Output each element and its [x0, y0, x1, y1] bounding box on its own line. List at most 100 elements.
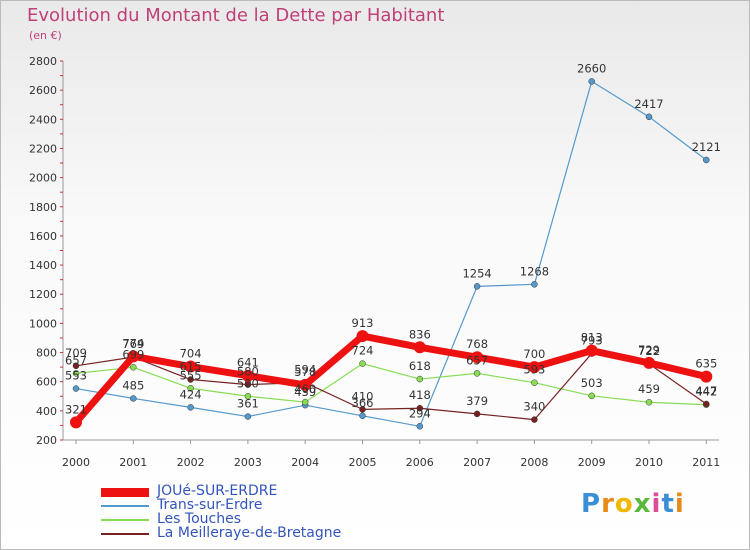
- data-point: [72, 362, 80, 370]
- chart-lines: [70, 78, 713, 430]
- x-tick-label: 2004: [291, 456, 319, 469]
- data-point: [531, 416, 538, 423]
- data-point: [127, 350, 140, 363]
- data-label: 340: [523, 400, 545, 414]
- data-label: 657: [466, 353, 488, 367]
- legend-item: JOUé-SUR-ERDRE: [101, 483, 431, 499]
- data-point: [473, 283, 481, 290]
- x-tick-label: 2006: [406, 456, 434, 469]
- data-label: 774: [122, 336, 144, 350]
- data-label: 618: [409, 359, 431, 373]
- data-label: 2417: [634, 97, 663, 111]
- proxiti-logo-text: Proxiti: [581, 489, 685, 519]
- data-point: [359, 360, 366, 367]
- x-tick-label: 2011: [692, 456, 720, 469]
- y-tick-label: 600: [36, 376, 57, 389]
- x-tick-label: 2009: [578, 456, 606, 469]
- y-tick-label: 1200: [29, 288, 57, 301]
- data-point: [130, 364, 137, 371]
- data-label: 722: [638, 344, 660, 358]
- y-tick-label: 1000: [29, 317, 57, 330]
- data-label: 1254: [462, 266, 491, 280]
- y-tick-label: 200: [36, 434, 57, 447]
- y-tick-label: 2200: [29, 142, 57, 155]
- data-point: [416, 423, 424, 430]
- data-point: [70, 416, 82, 429]
- data-label: 813: [581, 331, 603, 345]
- data-point: [531, 281, 538, 288]
- data-point: [473, 410, 481, 418]
- chart-title: Evolution du Montant de la Dette par Hab…: [27, 5, 445, 26]
- y-tick-label: 400: [36, 405, 57, 418]
- chart-legend: JOUé-SUR-ERDRE Trans-sur-Erdre Les Touches…: [101, 483, 431, 541]
- series-line: [75, 80, 707, 427]
- data-label: 2121: [692, 140, 721, 154]
- data-point: [72, 385, 80, 392]
- data-point: [413, 341, 426, 354]
- data-point: [645, 113, 653, 121]
- data-label: 439: [294, 385, 316, 399]
- data-point: [356, 330, 369, 343]
- data-label: 836: [409, 327, 431, 341]
- data-label: 410: [352, 389, 374, 403]
- data-point: [585, 344, 598, 357]
- x-tick-label: 2003: [234, 456, 262, 469]
- chart-labels: 553 485 424 361 439 366 294 1254 1268 2660 2417 212…: [65, 61, 721, 420]
- x-tick-label: 2000: [62, 456, 90, 469]
- data-point: [531, 379, 538, 386]
- y-tick-label: 2800: [29, 55, 57, 68]
- data-point: [645, 398, 653, 406]
- x-tick-label: 2005: [349, 456, 377, 469]
- data-point: [187, 376, 194, 383]
- legend-item: Trans-sur-Erdre: [101, 497, 431, 513]
- data-label: 768: [466, 337, 488, 351]
- data-point: [643, 356, 655, 369]
- data-label: 578: [294, 365, 316, 379]
- data-label: 555: [180, 368, 202, 382]
- data-point: [301, 398, 309, 406]
- legend-label: La Meilleraye-de-Bretagne: [157, 525, 342, 541]
- proxiti-logo: Proxiti: [581, 489, 685, 519]
- data-point: [244, 393, 252, 400]
- logo-letter: i: [674, 489, 685, 519]
- legend-label: JOUé-SUR-ERDRE: [157, 483, 278, 499]
- y-tick-label: 1400: [29, 259, 57, 272]
- legend-label: Les Touches: [157, 511, 241, 527]
- data-label: 366: [352, 396, 374, 410]
- data-label: 459: [638, 382, 660, 396]
- data-point: [184, 360, 197, 373]
- data-label: 1268: [520, 264, 549, 278]
- legend-swatch: [101, 533, 149, 535]
- logo-letter: x: [633, 489, 652, 519]
- data-label: 641: [237, 356, 259, 370]
- data-label: 503: [581, 376, 603, 390]
- data-label: 442: [695, 385, 717, 399]
- x-tick-label: 2002: [177, 456, 205, 469]
- logo-letter: i: [651, 489, 662, 519]
- data-point: [72, 370, 80, 377]
- logo-letter: r: [601, 489, 615, 519]
- data-label: 580: [237, 365, 259, 379]
- data-point: [241, 369, 254, 382]
- data-label: 657: [65, 353, 87, 367]
- y-tick-label: 2000: [29, 172, 57, 185]
- data-label: 635: [695, 357, 717, 371]
- y-tick-label: 1800: [29, 201, 57, 214]
- data-label: 500: [237, 376, 259, 390]
- data-label: 361: [237, 397, 259, 411]
- series-line: [75, 363, 707, 406]
- data-label: 294: [409, 406, 431, 420]
- data-point: [187, 385, 194, 392]
- data-point: [244, 413, 252, 420]
- data-label: 485: [122, 378, 144, 392]
- data-label: 913: [352, 316, 374, 330]
- data-label: 594: [294, 363, 316, 377]
- x-tick-label: 2010: [635, 456, 663, 469]
- logo-letter: t: [661, 489, 675, 519]
- legend-swatch: [101, 487, 149, 497]
- data-point: [703, 400, 710, 408]
- data-point: [187, 404, 194, 411]
- data-label: 593: [523, 363, 545, 377]
- data-point: [130, 395, 137, 402]
